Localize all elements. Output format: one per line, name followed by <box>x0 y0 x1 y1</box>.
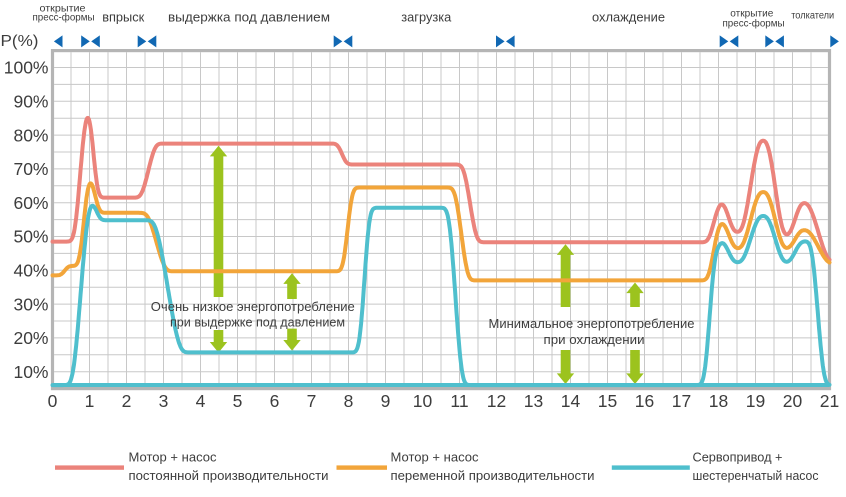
svg-text:12: 12 <box>487 391 506 411</box>
svg-text:загрузка: загрузка <box>401 9 452 24</box>
svg-text:1: 1 <box>85 391 95 411</box>
svg-text:пресс-формы: пресс-формы <box>723 19 785 30</box>
svg-text:Мотор + насос: Мотор + насос <box>391 449 479 464</box>
svg-text:20: 20 <box>783 391 803 411</box>
svg-text:переменной производительности: переменной производительности <box>391 468 595 483</box>
svg-text:пресс-формы: пресс-формы <box>33 13 95 24</box>
svg-text:11: 11 <box>450 391 468 411</box>
svg-text:открытие: открытие <box>730 9 774 20</box>
svg-text:40%: 40% <box>13 261 48 281</box>
svg-text:шестеренчатый насос: шестеренчатый насос <box>693 468 819 483</box>
svg-text:14: 14 <box>561 391 581 411</box>
svg-text:10%: 10% <box>13 362 48 382</box>
svg-text:Минимальное энергопотребление: Минимальное энергопотребление <box>489 316 695 331</box>
svg-text:8: 8 <box>344 391 354 411</box>
svg-text:охлаждение: охлаждение <box>592 9 665 24</box>
svg-text:10: 10 <box>413 391 433 411</box>
svg-text:13: 13 <box>524 391 543 411</box>
svg-text:17: 17 <box>672 391 691 411</box>
svg-text:70%: 70% <box>13 159 48 179</box>
svg-text:80%: 80% <box>13 125 48 145</box>
svg-text:60%: 60% <box>13 193 48 213</box>
svg-text:3: 3 <box>159 391 169 411</box>
svg-text:Сервопривод +: Сервопривод + <box>693 449 783 464</box>
svg-text:7: 7 <box>307 391 317 411</box>
svg-text:открытие: открытие <box>40 4 87 15</box>
svg-text:постоянной производительности: постоянной производительности <box>129 468 329 483</box>
svg-text:Очень низкое энергопотребление: Очень низкое энергопотребление <box>151 299 355 314</box>
svg-text:толкатели: толкатели <box>791 10 834 21</box>
svg-text:P(%): P(%) <box>1 33 39 50</box>
svg-text:50%: 50% <box>13 227 48 247</box>
svg-text:при охлаждении: при охлаждении <box>544 332 645 347</box>
svg-text:30%: 30% <box>13 294 48 314</box>
svg-text:19: 19 <box>746 391 765 411</box>
svg-text:Мотор + насос: Мотор + насос <box>129 449 217 464</box>
svg-text:90%: 90% <box>13 92 48 112</box>
svg-text:0: 0 <box>48 391 58 411</box>
svg-text:5: 5 <box>233 391 243 411</box>
svg-text:6: 6 <box>270 391 280 411</box>
svg-text:выдержка под давлением: выдержка под давлением <box>168 9 330 24</box>
svg-text:впрыск: впрыск <box>102 9 144 24</box>
svg-text:15: 15 <box>598 391 617 411</box>
svg-text:при выдержке под давлением: при выдержке под давлением <box>170 314 345 329</box>
svg-text:21: 21 <box>820 391 839 411</box>
svg-text:2: 2 <box>122 391 132 411</box>
svg-text:9: 9 <box>381 391 391 411</box>
svg-text:18: 18 <box>709 391 728 411</box>
svg-text:100%: 100% <box>4 58 49 78</box>
svg-text:20%: 20% <box>13 328 48 348</box>
svg-text:16: 16 <box>635 391 654 411</box>
svg-text:4: 4 <box>196 391 206 411</box>
